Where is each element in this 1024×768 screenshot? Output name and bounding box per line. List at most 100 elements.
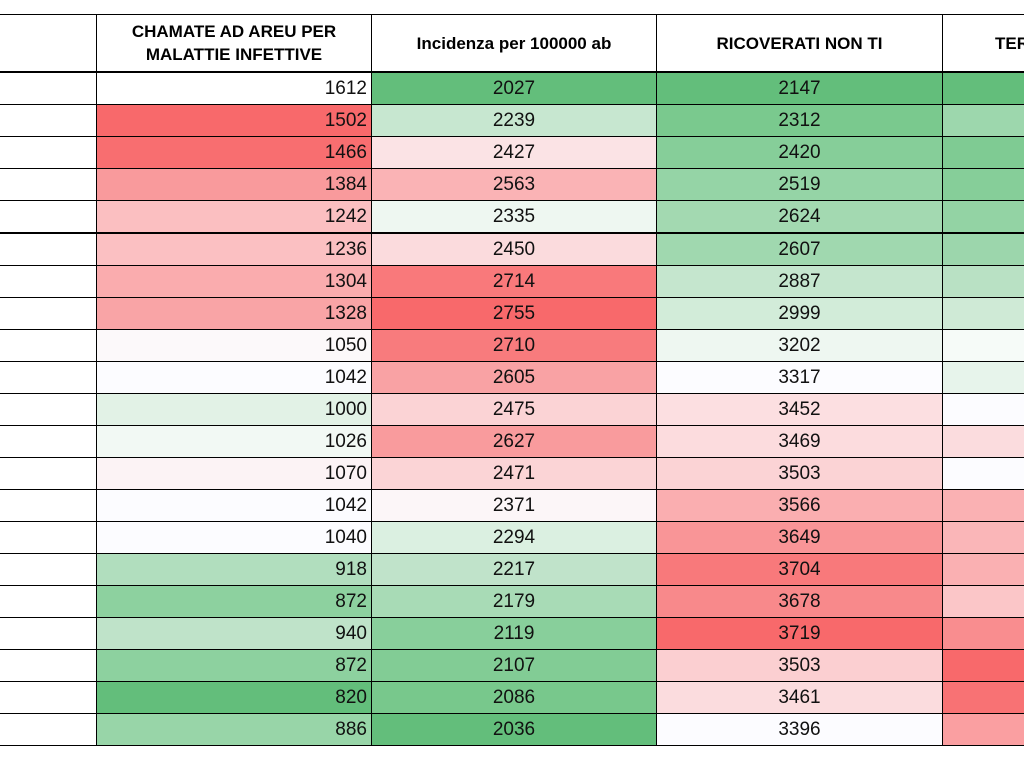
cell-chiamate[interactable]: 872 — [96, 649, 372, 682]
row-label-cell[interactable] — [0, 297, 97, 330]
cell-terapia[interactable] — [942, 200, 1024, 234]
header-cell-incidenza[interactable]: Incidenza per 100000 ab — [371, 14, 657, 73]
cell-ricoverati[interactable]: 3452 — [656, 393, 943, 426]
cell-terapia[interactable] — [942, 104, 1024, 137]
row-label-cell[interactable] — [0, 168, 97, 201]
row-label-cell[interactable] — [0, 393, 97, 426]
row-label-cell[interactable] — [0, 681, 97, 714]
cell-chiamate[interactable]: 1328 — [96, 297, 372, 330]
cell-incidenza[interactable]: 2119 — [371, 617, 657, 650]
cell-chiamate[interactable]: 1026 — [96, 425, 372, 458]
cell-terapia[interactable] — [942, 713, 1024, 746]
cell-chiamate[interactable]: 1466 — [96, 136, 372, 169]
row-label-cell[interactable] — [0, 425, 97, 458]
cell-terapia[interactable] — [942, 361, 1024, 394]
row-label-cell[interactable] — [0, 713, 97, 746]
row-label-cell[interactable] — [0, 71, 97, 105]
cell-incidenza[interactable]: 2107 — [371, 649, 657, 682]
cell-ricoverati[interactable]: 3202 — [656, 329, 943, 362]
row-label-cell[interactable] — [0, 585, 97, 618]
cell-incidenza[interactable]: 2239 — [371, 104, 657, 137]
cell-terapia[interactable] — [942, 297, 1024, 330]
cell-incidenza[interactable]: 2371 — [371, 489, 657, 522]
row-label-cell[interactable] — [0, 232, 97, 266]
cell-terapia[interactable] — [942, 168, 1024, 201]
cell-incidenza[interactable]: 2335 — [371, 200, 657, 234]
cell-terapia[interactable] — [942, 585, 1024, 618]
cell-ricoverati[interactable]: 3704 — [656, 553, 943, 586]
cell-ricoverati[interactable]: 3317 — [656, 361, 943, 394]
cell-terapia[interactable] — [942, 489, 1024, 522]
cell-ricoverati[interactable]: 3649 — [656, 521, 943, 554]
cell-ricoverati[interactable]: 2607 — [656, 232, 943, 266]
cell-incidenza[interactable]: 2605 — [371, 361, 657, 394]
cell-chiamate[interactable]: 820 — [96, 681, 372, 714]
cell-chiamate[interactable]: 1040 — [96, 521, 372, 554]
cell-ricoverati[interactable]: 2312 — [656, 104, 943, 137]
cell-incidenza[interactable]: 2036 — [371, 713, 657, 746]
cell-terapia[interactable] — [942, 232, 1024, 266]
cell-incidenza[interactable]: 2217 — [371, 553, 657, 586]
header-cell-chiamate[interactable]: CHAMATE AD AREU PER MALATTIE INFETTIVE — [96, 14, 372, 73]
cell-chiamate[interactable]: 1502 — [96, 104, 372, 137]
cell-chiamate[interactable]: 1050 — [96, 329, 372, 362]
cell-ricoverati[interactable]: 2624 — [656, 200, 943, 234]
cell-terapia[interactable] — [942, 136, 1024, 169]
row-label-cell[interactable] — [0, 136, 97, 169]
cell-incidenza[interactable]: 2179 — [371, 585, 657, 618]
cell-incidenza[interactable]: 2627 — [371, 425, 657, 458]
cell-ricoverati[interactable]: 3503 — [656, 649, 943, 682]
cell-incidenza[interactable]: 2475 — [371, 393, 657, 426]
cell-ricoverati[interactable]: 3396 — [656, 713, 943, 746]
cell-ricoverati[interactable]: 2420 — [656, 136, 943, 169]
row-label-cell[interactable] — [0, 521, 97, 554]
cell-chiamate[interactable]: 1384 — [96, 168, 372, 201]
header-cell-ricoverati[interactable]: RICOVERATI NON TI — [656, 14, 943, 73]
row-label-cell[interactable] — [0, 489, 97, 522]
cell-terapia[interactable] — [942, 425, 1024, 458]
row-label-cell[interactable] — [0, 361, 97, 394]
row-label-cell[interactable] — [0, 553, 97, 586]
row-label-cell[interactable] — [0, 457, 97, 490]
cell-chiamate[interactable]: 918 — [96, 553, 372, 586]
row-label-cell[interactable] — [0, 200, 97, 234]
cell-terapia[interactable] — [942, 681, 1024, 714]
cell-terapia[interactable] — [942, 617, 1024, 650]
cell-incidenza[interactable]: 2086 — [371, 681, 657, 714]
cell-terapia[interactable] — [942, 329, 1024, 362]
cell-incidenza[interactable]: 2427 — [371, 136, 657, 169]
row-label-cell[interactable] — [0, 265, 97, 298]
row-label-cell[interactable] — [0, 104, 97, 137]
cell-ricoverati[interactable]: 3678 — [656, 585, 943, 618]
cell-incidenza[interactable]: 2710 — [371, 329, 657, 362]
header-cell-terapia[interactable]: TER — [942, 14, 1024, 73]
cell-incidenza[interactable]: 2027 — [371, 71, 657, 105]
cell-chiamate[interactable]: 872 — [96, 585, 372, 618]
cell-incidenza[interactable]: 2755 — [371, 297, 657, 330]
cell-ricoverati[interactable]: 3719 — [656, 617, 943, 650]
row-label-cell[interactable] — [0, 649, 97, 682]
cell-chiamate[interactable]: 1000 — [96, 393, 372, 426]
cell-chiamate[interactable]: 1070 — [96, 457, 372, 490]
cell-terapia[interactable] — [942, 265, 1024, 298]
cell-chiamate[interactable]: 1242 — [96, 200, 372, 234]
cell-terapia[interactable] — [942, 457, 1024, 490]
cell-terapia[interactable] — [942, 393, 1024, 426]
cell-ricoverati[interactable]: 2999 — [656, 297, 943, 330]
cell-incidenza[interactable]: 2294 — [371, 521, 657, 554]
cell-chiamate[interactable]: 886 — [96, 713, 372, 746]
cell-incidenza[interactable]: 2714 — [371, 265, 657, 298]
cell-incidenza[interactable]: 2563 — [371, 168, 657, 201]
header-cell-blank[interactable] — [0, 14, 97, 73]
cell-ricoverati[interactable]: 2887 — [656, 265, 943, 298]
cell-ricoverati[interactable]: 3503 — [656, 457, 943, 490]
cell-terapia[interactable] — [942, 649, 1024, 682]
cell-chiamate[interactable]: 1304 — [96, 265, 372, 298]
cell-ricoverati[interactable]: 3566 — [656, 489, 943, 522]
cell-terapia[interactable] — [942, 553, 1024, 586]
cell-ricoverati[interactable]: 2519 — [656, 168, 943, 201]
cell-ricoverati[interactable]: 3469 — [656, 425, 943, 458]
cell-chiamate[interactable]: 1042 — [96, 489, 372, 522]
cell-terapia[interactable] — [942, 71, 1024, 105]
cell-ricoverati[interactable]: 2147 — [656, 71, 943, 105]
